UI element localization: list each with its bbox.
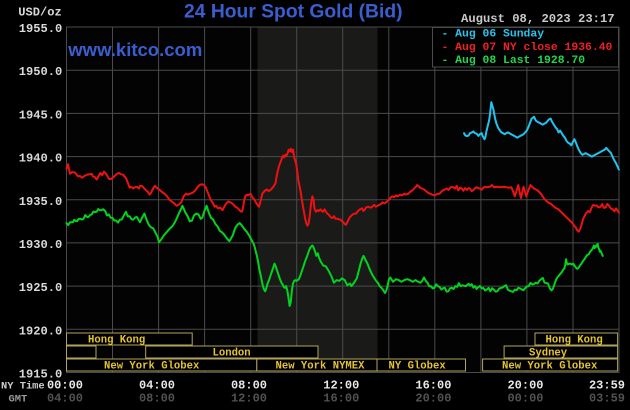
svg-text:GMT: GMT (9, 394, 28, 406)
svg-text:New York Globex: New York Globex (104, 361, 200, 373)
svg-text:20:00: 20:00 (415, 392, 451, 406)
svg-text:1915.0: 1915.0 (19, 368, 63, 382)
svg-text:04:00: 04:00 (139, 378, 175, 392)
svg-text:NY Time: NY Time (1, 380, 45, 392)
svg-text:NY Globex: NY Globex (389, 361, 447, 373)
svg-text:08:00: 08:00 (139, 392, 175, 406)
svg-text:24 Hour Spot Gold (Bid): 24 Hour Spot Gold (Bid) (184, 2, 403, 23)
svg-text:1955.0: 1955.0 (19, 22, 63, 36)
svg-text:USD/oz: USD/oz (18, 6, 62, 20)
svg-text:New York NYMEX: New York NYMEX (276, 361, 366, 373)
svg-text:1940.0: 1940.0 (19, 152, 63, 166)
svg-text:04:00: 04:00 (47, 392, 83, 406)
svg-text:August 08, 2023 23:17: August 08, 2023 23:17 (461, 12, 615, 26)
svg-text:Hong Kong: Hong Kong (88, 335, 145, 347)
svg-text:- Aug 06 Sunday: - Aug 06 Sunday (442, 29, 545, 41)
svg-text:20:00: 20:00 (507, 378, 543, 392)
svg-text:1950.0: 1950.0 (19, 65, 63, 79)
svg-text:00:00: 00:00 (507, 392, 543, 406)
svg-text:1945.0: 1945.0 (19, 108, 63, 122)
svg-text:12:00: 12:00 (231, 392, 267, 406)
svg-text:1935.0: 1935.0 (19, 195, 63, 209)
svg-text:Sydney: Sydney (529, 348, 568, 360)
svg-text:03:59: 03:59 (589, 392, 625, 406)
svg-text:1930.0: 1930.0 (19, 238, 63, 252)
svg-text:00:00: 00:00 (47, 378, 83, 392)
svg-text:08:00: 08:00 (231, 378, 267, 392)
svg-text:1925.0: 1925.0 (19, 281, 63, 295)
svg-text:www.kitco.com: www.kitco.com (67, 39, 202, 60)
svg-text:12:00: 12:00 (323, 378, 359, 392)
svg-text:1920.0: 1920.0 (19, 324, 63, 338)
svg-text:23:59: 23:59 (589, 378, 625, 392)
svg-text:16:00: 16:00 (415, 378, 451, 392)
svg-text:Hong Kong: Hong Kong (546, 335, 603, 347)
svg-text:- Aug 07 NY close 1936.40: - Aug 07 NY close 1936.40 (442, 42, 613, 54)
svg-text:16:00: 16:00 (323, 392, 359, 406)
svg-text:- Aug 08 Last 1928.70: - Aug 08 Last 1928.70 (442, 55, 586, 67)
svg-text:London: London (213, 348, 251, 360)
svg-text:New York Globex: New York Globex (502, 361, 598, 373)
